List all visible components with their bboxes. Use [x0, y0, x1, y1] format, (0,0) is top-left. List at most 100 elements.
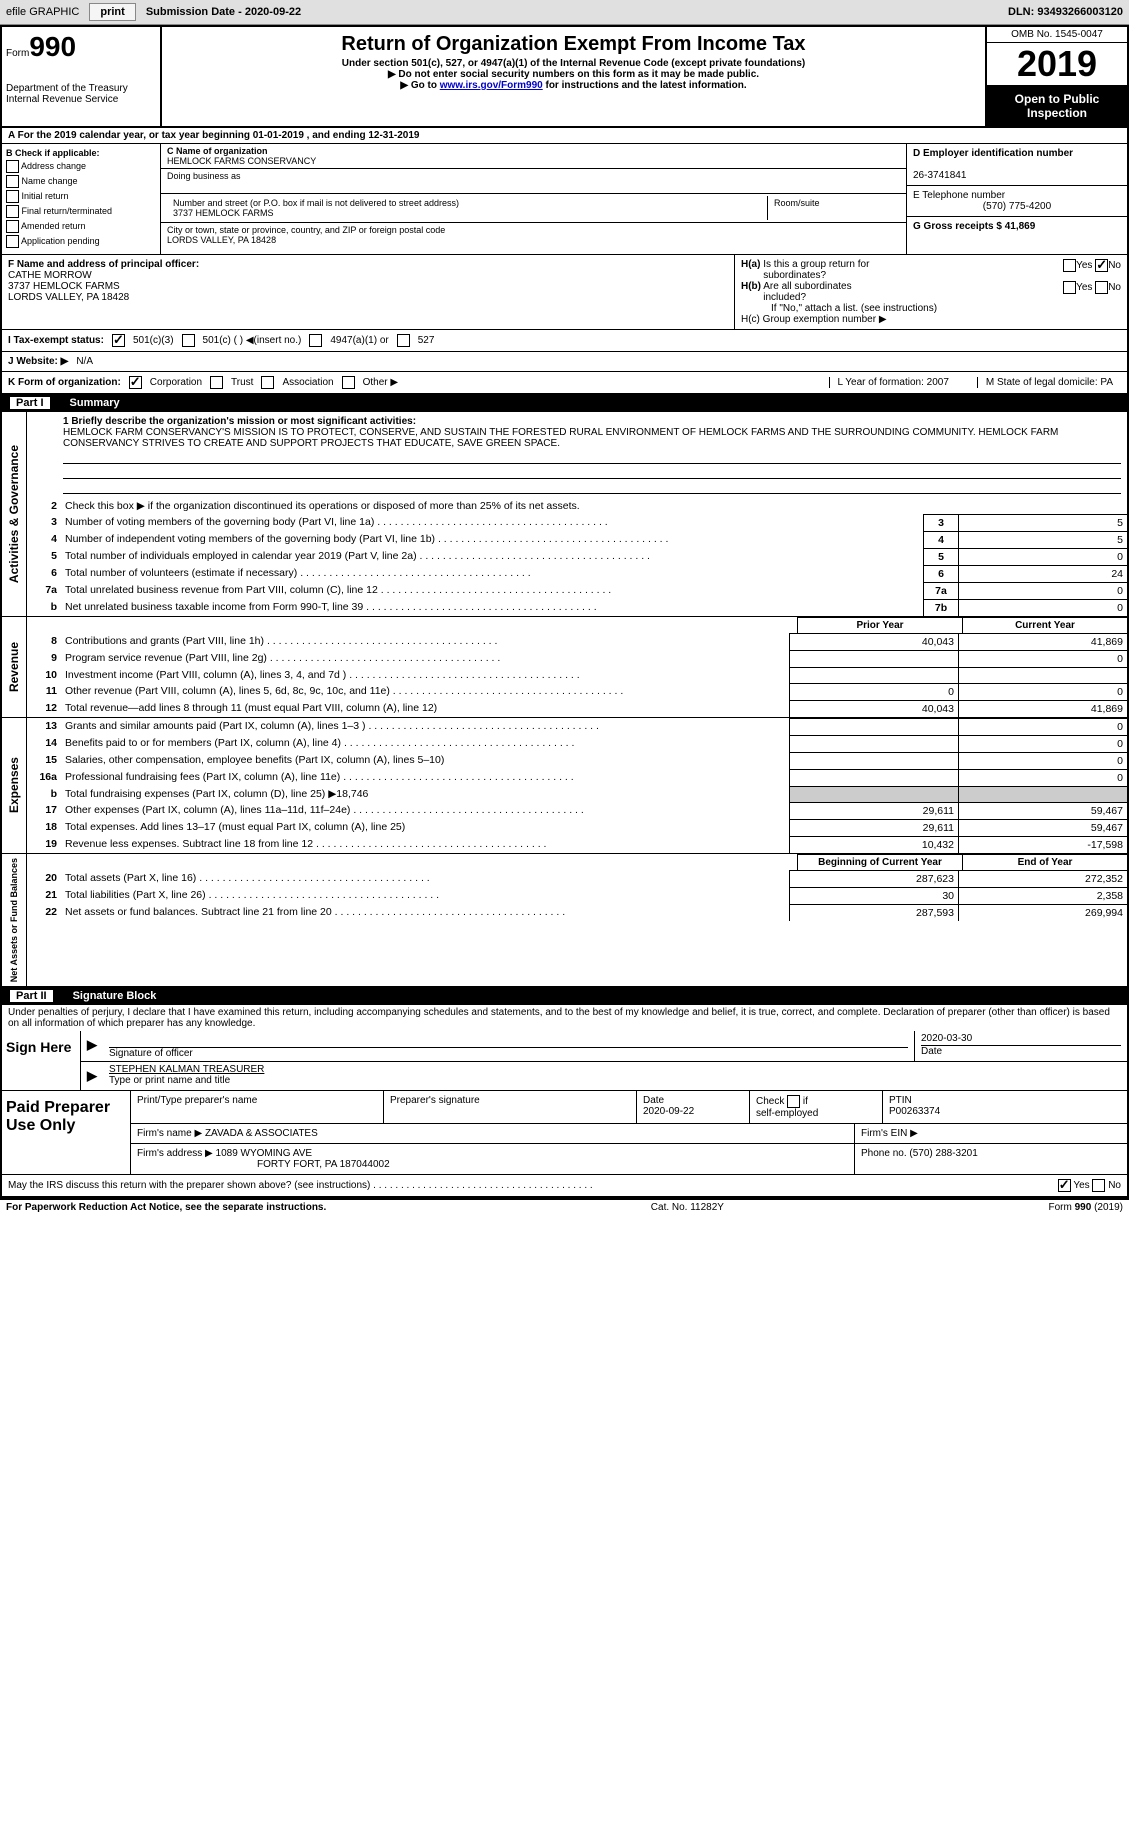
check-yes[interactable] [1058, 1179, 1071, 1192]
prep-row-3: Firm's address ▶ 1089 WYOMING AVE FORTY … [131, 1144, 1127, 1174]
check-name[interactable]: Name change [6, 175, 156, 188]
rev-col-header: Prior Year Current Year [27, 617, 1127, 633]
row-f-h: F Name and address of principal officer:… [2, 255, 1127, 330]
org-name: HEMLOCK FARMS CONSERVANCY [167, 156, 316, 166]
rev-content: Prior Year Current Year 8 Contributions … [27, 617, 1127, 717]
part1-title: Summary [70, 397, 120, 409]
ha-label: H(a) Is this a group return for subordin… [741, 259, 869, 281]
header-left: Form990 Department of the TreasuryIntern… [2, 27, 162, 126]
irs-link[interactable]: www.irs.gov/Form990 [440, 80, 543, 91]
check-assoc[interactable] [261, 376, 274, 389]
note-ssn: ▶ Do not enter social security numbers o… [170, 69, 977, 80]
check-4947[interactable] [309, 334, 322, 347]
print-button[interactable]: print [89, 3, 135, 21]
check-initial[interactable]: Initial return [6, 190, 156, 203]
efile-label: efile GRAPHIC [6, 6, 79, 18]
note-link: ▶ Go to www.irs.gov/Form990 for instruct… [170, 80, 977, 91]
check-corp[interactable] [129, 376, 142, 389]
check-no[interactable] [1092, 1179, 1105, 1192]
dln-label: DLN: 93493266003120 [1008, 6, 1123, 18]
name-title-label: Type or print name and title [109, 1075, 230, 1086]
header-right: OMB No. 1545-0047 2019 Open to Public In… [985, 27, 1127, 126]
street-row: Number and street (or P.O. box if mail i… [161, 194, 906, 223]
check-501c[interactable] [182, 334, 195, 347]
ag-content: 1 Briefly describe the organization's mi… [27, 412, 1127, 616]
paperwork-notice: For Paperwork Reduction Act Notice, see … [6, 1202, 326, 1213]
part2-header: Part II Signature Block [2, 987, 1127, 1005]
org-street: 3737 HEMLOCK FARMS [173, 208, 274, 218]
omb-number: OMB No. 1545-0047 [987, 27, 1127, 43]
check-address[interactable]: Address change [6, 160, 156, 173]
begin-year-header: Beginning of Current Year [797, 854, 962, 870]
underline-1 [63, 449, 1121, 464]
line-8: 8 Contributions and grants (Part VIII, l… [27, 633, 1127, 650]
side-label-exp: Expenses [2, 718, 27, 853]
prep-row-1: Print/Type preparer's name Preparer's si… [131, 1091, 1127, 1124]
line-14: 14 Benefits paid to or for members (Part… [27, 735, 1127, 752]
line-20: 20 Total assets (Part X, line 16) 287,62… [27, 870, 1127, 887]
part1-label: Part I [10, 397, 50, 409]
prior-year-header: Prior Year [797, 617, 962, 633]
ha-answer: Yes No [1063, 259, 1121, 281]
check-amended[interactable]: Amended return [6, 220, 156, 233]
line-16b: b Total fundraising expenses (Part IX, c… [27, 786, 1127, 802]
arrow-icon: ▶ [81, 1031, 103, 1061]
officer-name: CATHE MORROW [8, 270, 92, 281]
check-final[interactable]: Final return/terminated [6, 205, 156, 218]
room-suite: Room/suite [768, 196, 900, 220]
check-527[interactable] [397, 334, 410, 347]
discuss-label: May the IRS discuss this return with the… [8, 1180, 593, 1191]
website-value: N/A [76, 356, 93, 367]
side-label-ag: Activities & Governance [2, 412, 27, 616]
b-label: B Check if applicable: [6, 148, 156, 158]
form-title: Return of Organization Exempt From Incom… [170, 33, 977, 56]
sig-line [109, 1033, 908, 1048]
row-a-tax-year: A For the 2019 calendar year, or tax yea… [2, 128, 1127, 144]
prep-date-cell: Date 2020-09-22 [637, 1091, 750, 1123]
expenses-section: Expenses 13 Grants and similar amounts p… [2, 718, 1127, 854]
revenue-section: Revenue Prior Year Current Year 8 Contri… [2, 617, 1127, 718]
col-b-checkboxes: B Check if applicable: Address change Na… [2, 144, 161, 254]
row-l-m: L Year of formation: 2007 M State of leg… [829, 377, 1122, 388]
side-label-nafb: Net Assets or Fund Balances [2, 854, 27, 986]
line-9: 9 Program service revenue (Part VIII, li… [27, 650, 1127, 667]
col-d-ein: D Employer identification number 26-3741… [906, 144, 1127, 254]
dept-label: Department of the TreasuryInternal Reven… [6, 83, 156, 105]
check-pending[interactable]: Application pending [6, 235, 156, 248]
line-15: 15 Salaries, other compensation, employe… [27, 752, 1127, 769]
declaration-text: Under penalties of perjury, I declare th… [2, 1005, 1127, 1031]
line-4: 4 Number of independent voting members o… [27, 531, 1127, 548]
part2-label: Part II [10, 990, 53, 1002]
check-trust[interactable] [210, 376, 223, 389]
hc-label: H(c) Group exemption number ▶ [741, 314, 1121, 325]
prep-row-2: Firm's name ▶ ZAVADA & ASSOCIATES Firm's… [131, 1124, 1127, 1144]
paid-preparer-section: Paid Preparer Use Only Print/Type prepar… [2, 1091, 1127, 1175]
col-h-group: H(a) Is this a group return for subordin… [735, 255, 1127, 329]
form-subtitle: Under section 501(c), 527, or 4947(a)(1)… [170, 58, 977, 69]
line-5: 5 Total number of individuals employed i… [27, 548, 1127, 565]
current-year-header: Current Year [962, 617, 1127, 633]
gross-receipts: G Gross receipts $ 41,869 [907, 217, 1127, 236]
underline-2 [63, 464, 1121, 479]
officer-addr1: 3737 HEMLOCK FARMS [8, 281, 120, 292]
submission-date: Submission Date - 2020-09-22 [146, 6, 301, 18]
line-11: 11 Other revenue (Part VIII, column (A),… [27, 683, 1127, 700]
hb-note: If "No," attach a list. (see instruction… [741, 303, 1121, 314]
header-center: Return of Organization Exempt From Incom… [162, 27, 985, 126]
mission-block: 1 Briefly describe the organization's mi… [27, 412, 1127, 498]
row-j-website: J Website: ▶ N/A [2, 352, 1127, 372]
preparer-grid: Print/Type preparer's name Preparer's si… [131, 1091, 1127, 1174]
tax-year: 2019 [987, 43, 1127, 86]
line-22: 22 Net assets or fund balances. Subtract… [27, 904, 1127, 921]
form-label: Form [6, 48, 29, 59]
ptin-cell: PTIN P00263374 [883, 1091, 946, 1123]
row-i-tax-exempt: I Tax-exempt status: 501(c)(3) 501(c) ( … [2, 330, 1127, 352]
row-k-form-org: K Form of organization: Corporation Trus… [2, 372, 1127, 394]
check-501c3[interactable] [112, 334, 125, 347]
nafb-content: Beginning of Current Year End of Year 20… [27, 854, 1127, 986]
col-f-officer: F Name and address of principal officer:… [2, 255, 735, 329]
phone-value: (570) 775-4200 [913, 201, 1121, 212]
line-3: 3 Number of voting members of the govern… [27, 514, 1127, 531]
check-other[interactable] [342, 376, 355, 389]
firm-ein-cell: Firm's EIN ▶ [855, 1124, 1127, 1143]
